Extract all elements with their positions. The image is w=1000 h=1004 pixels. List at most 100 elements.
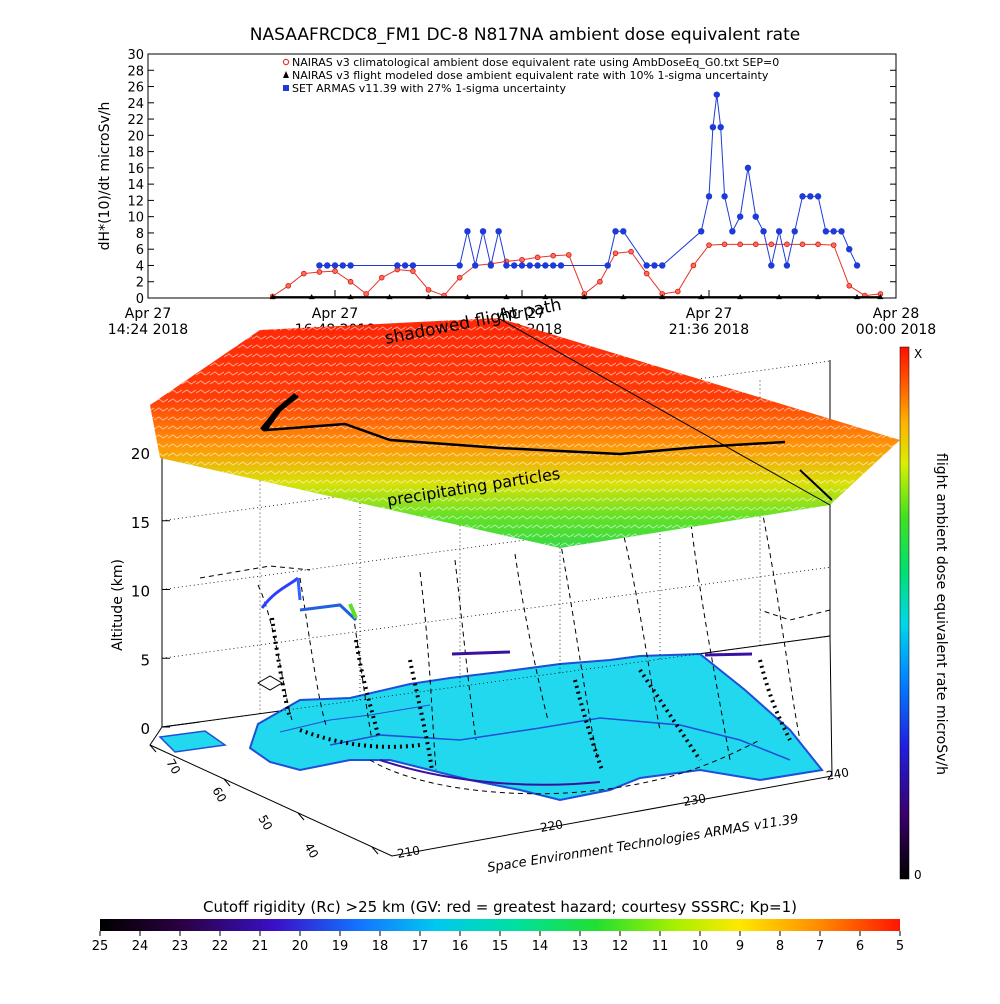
nairas-flight-modeled-point [347, 294, 354, 300]
latitude-tick-label: 60 [209, 785, 229, 805]
x-tick-label-line1: Apr 28 [873, 306, 919, 322]
bottom-colorbar-label: Cutoff rigidity (Rc) >25 km (GV: red = g… [203, 898, 797, 916]
set-armas-point [713, 91, 720, 98]
nairas-flight-modeled-point [269, 294, 276, 300]
colorbar-tick-label: 24 [132, 939, 149, 954]
nairas-climatological-point [410, 268, 416, 274]
set-armas-point [721, 193, 728, 200]
series-set-armas [316, 91, 861, 269]
nairas-climatological-point [737, 241, 743, 248]
longitude-tick-label: 210 [396, 843, 421, 861]
nairas-climatological-point [316, 269, 323, 275]
set-armas-point [729, 228, 736, 235]
nairas-climatological-point [675, 288, 681, 295]
latitude-tick-label: 40 [301, 841, 321, 861]
set-armas-point [838, 228, 845, 235]
y-tick-label: 22 [127, 113, 144, 128]
nairas-climatological-point [752, 241, 759, 248]
set-armas-point [324, 262, 331, 269]
flight-profile-traces [257, 499, 801, 771]
latitude-tick [297, 812, 305, 821]
floor-plane [149, 635, 833, 857]
right-colorbar-bottom: 0 [914, 868, 922, 882]
nairas-climatological-point [706, 242, 712, 248]
set-armas-point [604, 262, 611, 269]
set-armas-point [316, 262, 323, 269]
x-tick-label-line2: 21:36 2018 [669, 322, 749, 338]
nairas-flight-modeled-point [620, 294, 627, 300]
set-armas-point [830, 228, 837, 235]
right-colorbar: X 0 flight ambient dose equivalent rate … [899, 346, 949, 882]
longitude-tick-label: 240 [825, 765, 850, 783]
land-mass-west [158, 730, 227, 753]
nairas-climatological-point [768, 241, 775, 248]
y-tick-label: 28 [127, 64, 144, 79]
set-armas-point [853, 262, 861, 269]
colorbar-tick-label: 7 [816, 939, 824, 954]
chart-title: NASAAFRCDC8_FM1 DC-8 N817NA ambient dose… [250, 25, 800, 45]
y-tick-label: 12 [127, 194, 144, 209]
nairas-climatological-point [846, 282, 853, 289]
top-legend: NAIRAS v3 climatological ambient dose eq… [282, 56, 779, 95]
z-axis-label: Altitude (km) [110, 559, 126, 651]
land-mass [248, 652, 824, 802]
set-armas-point [822, 228, 830, 235]
flight-path-start [260, 393, 298, 432]
longitude-tick-label: 220 [539, 817, 564, 835]
set-armas-point [709, 124, 717, 131]
set-armas-point [705, 193, 713, 200]
set-armas-point [464, 228, 471, 235]
colorbar-tick-label: 14 [532, 939, 549, 954]
z-ticks: 0 5 10 15 20 [131, 445, 170, 738]
nairas-flight-modeled-point [503, 294, 510, 300]
z-tick-label: 20 [131, 445, 150, 463]
z-grid-line [161, 498, 831, 590]
set-armas-point [511, 262, 518, 269]
nairas-flight-modeled-point [737, 294, 744, 300]
set-armas-point [456, 262, 463, 269]
colorbar-tick-label: 20 [292, 939, 309, 954]
nairas-climatological-point [332, 268, 338, 274]
legend-marker [283, 85, 289, 91]
nairas-climatological-point [830, 242, 837, 248]
y-tick-label: 24 [127, 97, 144, 112]
legend-marker [282, 58, 290, 66]
y-tick-label: 2 [136, 276, 144, 291]
x-tick-label-line2: 14:24 2018 [108, 322, 188, 338]
z-grid-line [161, 566, 831, 659]
x-tick-label-line1: Apr 27 [686, 306, 732, 322]
nairas-climatological-point [347, 278, 354, 285]
colorbar-tick-label: 16 [452, 939, 469, 954]
latitude-ticks: 70 60 50 40 [149, 744, 379, 861]
y-tick-label: 4 [136, 259, 144, 274]
longitude-ticks: 210 220 230 240 [396, 765, 850, 861]
set-armas-point [744, 164, 752, 172]
flight-path-colored [260, 576, 753, 786]
nairas-flight-modeled-point [386, 294, 393, 300]
set-armas-point [518, 262, 526, 269]
nairas-climatological-point [519, 256, 525, 263]
set-armas-point [760, 228, 767, 235]
hazard-plane [150, 317, 900, 548]
set-armas-point [791, 228, 798, 235]
flight-descent-markers [270, 617, 792, 771]
set-armas-point [534, 262, 541, 269]
set-armas-point [799, 193, 806, 200]
y-tick-label: 26 [127, 81, 144, 96]
colorbar-tick-label: 5 [896, 939, 904, 954]
colorbar-tick-label: 21 [252, 939, 269, 954]
x-tick-label-line2: 00:00 2018 [856, 322, 936, 338]
bottom-colorbar-ticks: 25 24 23 22 21 20 19 18 17 16 15 14 13 12 11 10 9 8 7 6 5 [92, 931, 904, 954]
nairas-climatological-point [378, 274, 385, 281]
set-armas-point [503, 262, 510, 269]
right-colorbar-label: flight ambient dose equivalent rate micr… [933, 453, 949, 775]
series-nairas-flight-modeled [269, 294, 884, 300]
z-tick-label: 10 [131, 583, 150, 601]
colorbar-tick-label: 19 [332, 939, 349, 954]
colorbar-tick-label: 6 [856, 939, 864, 954]
z-grid-line [161, 429, 831, 522]
colorbar-tick-label: 18 [372, 939, 389, 954]
top-y-axis-label: dH*(10)/dt microSv/h [97, 102, 113, 251]
